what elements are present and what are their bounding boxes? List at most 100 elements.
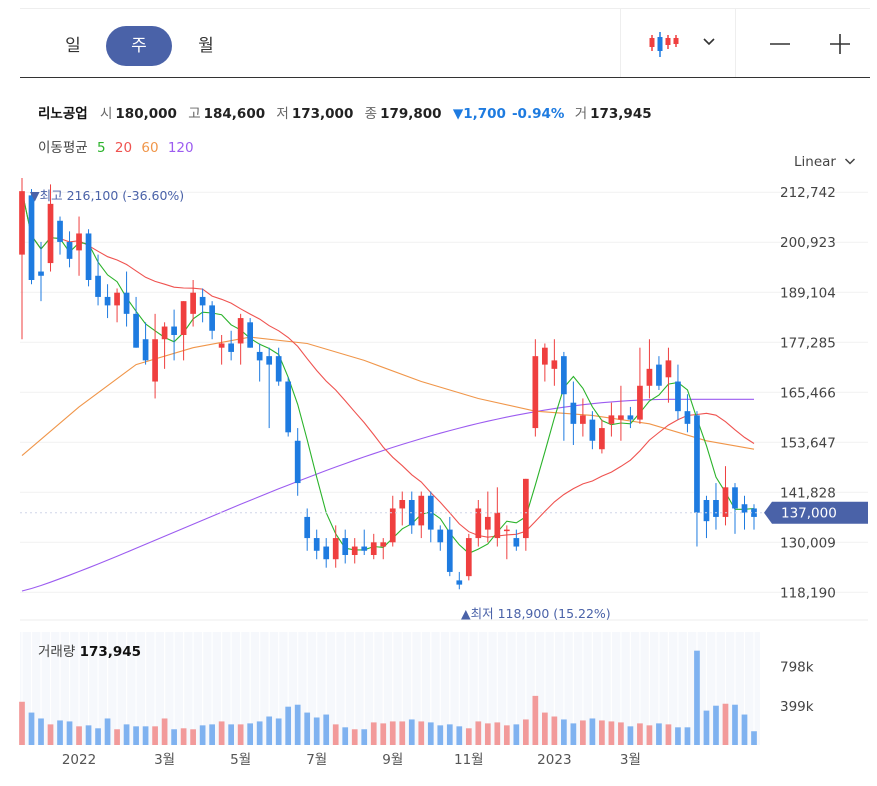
volume-bar (446, 724, 453, 745)
candle-body (446, 529, 453, 572)
volume-bar (171, 729, 177, 745)
candle-body (285, 381, 292, 433)
volume-bar (66, 721, 73, 745)
volume-bar (513, 724, 520, 745)
volume-tick-label: 798k (780, 660, 814, 676)
candle-body (503, 529, 510, 532)
candle-body (656, 364, 662, 386)
ma60-line (21, 336, 755, 457)
period-toolbar: 일 주 월 (20, 8, 870, 78)
candle-body (599, 428, 605, 450)
candle-body (313, 538, 320, 551)
volume-bar (722, 703, 729, 745)
x-axis-label: 9월 (382, 752, 403, 768)
volume-bar (599, 720, 605, 745)
volume-bar (713, 705, 719, 745)
volume-bar (294, 704, 301, 745)
candle-body (608, 415, 615, 424)
ma20-line (21, 191, 755, 538)
volume-bar (503, 725, 510, 745)
volume-bar (456, 726, 463, 745)
volume-bar (323, 714, 330, 745)
candle-body (171, 326, 177, 335)
volume-bar (751, 731, 757, 745)
volume-bar (361, 729, 368, 745)
candle-body (351, 546, 358, 555)
volume-bar (551, 716, 558, 745)
x-axis-label: 3월 (620, 752, 641, 768)
volume-bar (237, 724, 244, 745)
volume-bar (589, 718, 596, 745)
volume-bar (256, 721, 263, 745)
volume-bar (389, 721, 396, 745)
volume-value: 173,945 (590, 106, 652, 122)
low-marker: ▲최저 118,900 (15.22%) (461, 606, 611, 621)
candle-body (589, 419, 596, 441)
candle-body (437, 529, 444, 543)
scale-value: Linear (794, 154, 836, 170)
volume-bar (133, 726, 139, 745)
x-axis-label: 7월 (306, 752, 327, 768)
tab-daily[interactable]: 일 (65, 36, 81, 56)
candle-body (133, 313, 139, 348)
volume-bar (741, 714, 748, 745)
change-percent: -0.94% (511, 106, 565, 122)
candle-body (76, 233, 82, 251)
candle-body (28, 195, 35, 280)
candle-body (47, 203, 54, 264)
volume-label: 거 (574, 106, 588, 122)
candle-body (389, 508, 396, 543)
volume-bar (285, 706, 292, 745)
candle-body (684, 411, 691, 424)
volume-bar (408, 719, 415, 745)
ma-5: 5 (96, 140, 106, 156)
candle-body (665, 360, 672, 378)
volume-bar (465, 728, 472, 745)
volume-bar (570, 723, 577, 745)
scale-dropdown[interactable]: Linear (794, 154, 856, 170)
candle-body (522, 478, 529, 539)
volume-bar (694, 650, 700, 745)
price-tick-label: 130,009 (780, 535, 836, 551)
volume-bar (190, 729, 196, 745)
candle-body (542, 347, 548, 365)
price-tick-label: 118,190 (780, 585, 836, 601)
volume-bar (85, 725, 92, 745)
volume-bar (123, 724, 130, 745)
volume-bar (209, 724, 215, 745)
volume-bar (114, 729, 120, 745)
divider (735, 9, 736, 77)
candle-body (475, 508, 482, 539)
candle-body (580, 415, 586, 424)
zoom-out-button[interactable] (765, 29, 795, 59)
chevron-down-icon[interactable] (700, 29, 718, 57)
volume-bar (437, 725, 444, 745)
candle-body (247, 322, 254, 348)
candle-body (494, 512, 501, 539)
candle-body (266, 356, 273, 365)
candle-body (57, 220, 63, 242)
volume-panel-value: 173,945 (79, 644, 142, 660)
price-tick-label: 165,466 (780, 385, 836, 401)
candle-body (370, 542, 377, 555)
zoom-in-button[interactable] (825, 29, 855, 59)
candle-body (19, 191, 25, 255)
ma5-line (21, 191, 755, 554)
volume-bar (228, 724, 234, 745)
volume-bar (427, 722, 434, 745)
volume-bar (95, 728, 101, 745)
volume-bar (180, 728, 187, 745)
x-axis-label: 2022 (62, 752, 96, 768)
volume-bar (28, 712, 35, 745)
candle-body (694, 415, 700, 513)
candle-body (228, 343, 234, 352)
tab-monthly[interactable]: 월 (198, 36, 214, 56)
candle-body (209, 305, 215, 331)
volume-bar (684, 727, 691, 745)
candle-body (484, 516, 491, 530)
candle-body (703, 500, 710, 522)
tab-weekly[interactable]: 주 (106, 26, 172, 66)
candlestick-chart-type-icon[interactable] (646, 29, 682, 61)
x-axis-label: 2023 (537, 752, 571, 768)
